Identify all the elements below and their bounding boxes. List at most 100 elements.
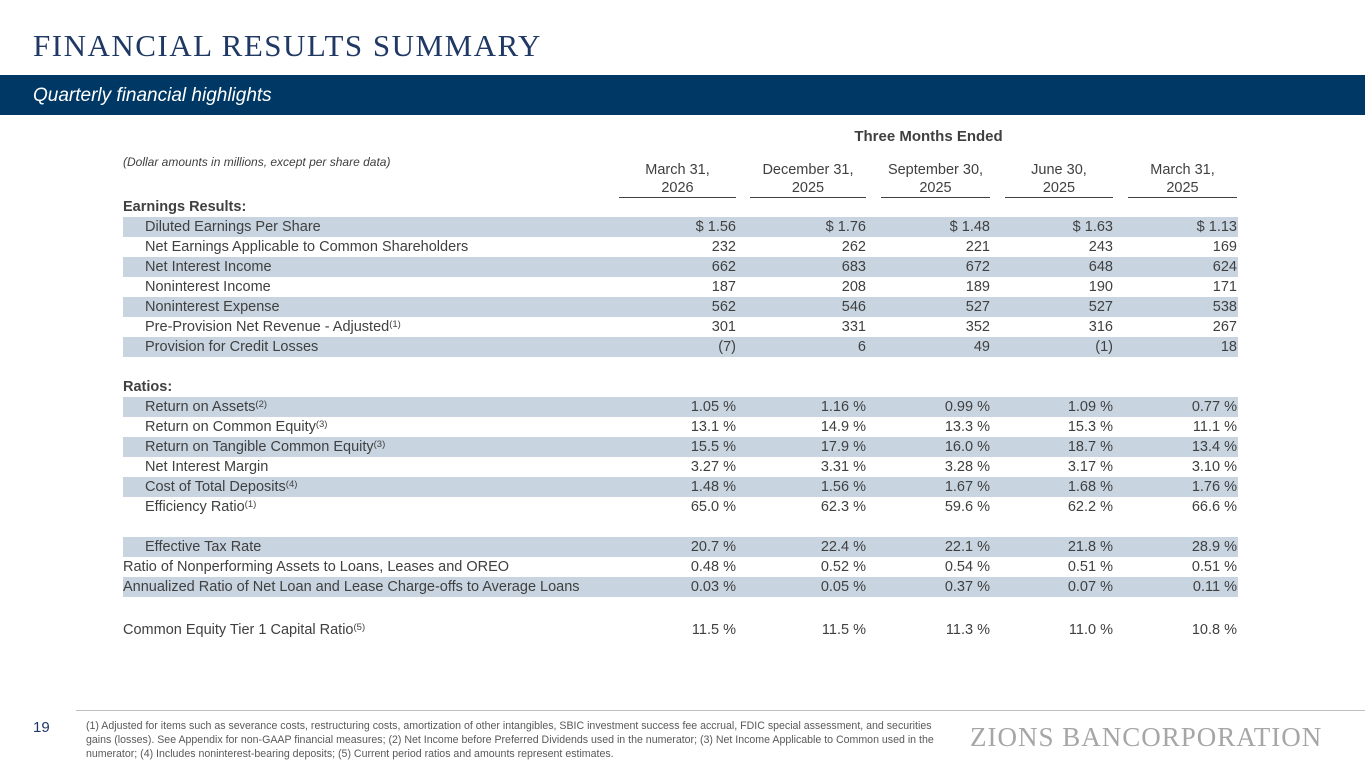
table-cell: 1.56 % <box>820 479 866 495</box>
column-header-line: December 31, <box>762 162 854 178</box>
row-label-text: Annualized Ratio of Net Loan and Lease C… <box>123 579 580 595</box>
row-label: Noninterest Income <box>145 277 271 297</box>
footnote-ref: (1) <box>244 499 257 510</box>
row-label: Noninterest Expense <box>145 297 280 317</box>
table-cell: 14.9 % <box>820 419 866 435</box>
footnote-ref: (3) <box>373 439 386 450</box>
row-label: Earnings Results: <box>123 197 246 217</box>
table-cell: 49 <box>973 339 990 355</box>
row-label: Cost of Total Deposits(4) <box>145 477 297 497</box>
row-label: Diluted Earnings Per Share <box>145 217 321 237</box>
table-cell: 0.51 % <box>1191 559 1237 575</box>
row-label-text: Provision for Credit Losses <box>145 339 319 355</box>
table-cell: 0.52 % <box>820 559 866 575</box>
table-cell: 13.1 % <box>690 419 736 435</box>
row-label-text: Common Equity Tier 1 Capital Ratio <box>123 622 354 638</box>
row-label: Efficiency Ratio(1) <box>145 497 256 517</box>
table-cell: 538 <box>1212 299 1237 315</box>
row-label-text: Effective Tax Rate <box>145 539 262 555</box>
table-cell: 527 <box>965 299 990 315</box>
table-cell: 11.5 % <box>821 622 866 638</box>
table-cell: 169 <box>1212 239 1237 255</box>
row-label-text: Cost of Total Deposits <box>145 479 286 495</box>
column-header: March 31, 2025 <box>1128 161 1237 198</box>
table-cell: 13.3 % <box>944 419 990 435</box>
table-cell: 28.9 % <box>1191 539 1237 555</box>
row-label-text: Return on Assets <box>145 399 256 415</box>
table-cell: 0.54 % <box>944 559 990 575</box>
column-header-line: March 31, <box>1150 162 1215 178</box>
row-label-text: Net Earnings Applicable to Common Shareh… <box>145 239 469 255</box>
row-label-text: Return on Common Equity <box>145 419 316 435</box>
table-cell: 16.0 % <box>944 439 990 455</box>
table-cell: 0.51 % <box>1067 559 1113 575</box>
table-cell: $ 1.48 <box>949 219 990 235</box>
row-label-text: Ratios: <box>123 379 173 395</box>
table-cell: 189 <box>965 279 990 295</box>
table-row: Return on Assets(2) 1.05 % 1.16 % 0.99 % 1.0… <box>123 397 1238 417</box>
table-cell: 21.8 % <box>1067 539 1113 555</box>
table-cell: 0.07 % <box>1067 579 1113 595</box>
table-cell: 267 <box>1212 319 1237 335</box>
table-row: Cost of Total Deposits(4) 1.48 % 1.56 % 1.6… <box>123 477 1238 497</box>
column-header-line: 2025 <box>1166 180 1199 196</box>
table-row: Noninterest Income 187 208 189 190 171 <box>123 277 1238 297</box>
row-label: Effective Tax Rate <box>145 537 261 557</box>
table-cell: 0.05 % <box>820 579 866 595</box>
table-cell: (1) <box>1095 339 1113 355</box>
table-row: Return on Common Equity(3) 13.1 % 14.9 % 13… <box>123 417 1238 437</box>
slide-title: FINANCIAL RESULTS SUMMARY <box>33 28 542 63</box>
table-cell: 0.03 % <box>690 579 736 595</box>
row-label: Net Earnings Applicable to Common Shareh… <box>145 237 468 257</box>
table-cell: 11.1 % <box>1192 419 1237 435</box>
table-cell: 190 <box>1088 279 1113 295</box>
table-cell: 15.3 % <box>1067 419 1113 435</box>
row-label-text: Return on Tangible Common Equity <box>145 439 374 455</box>
table-cell: 331 <box>841 319 866 335</box>
row-label: Ratio of Nonperforming Assets to Loans, … <box>123 557 509 577</box>
row-label-text: Net Interest Income <box>145 259 272 275</box>
row-label: Net Interest Income <box>145 257 272 277</box>
table-cell: 1.48 % <box>690 479 736 495</box>
footnote-ref: (5) <box>353 622 366 633</box>
table-cell: $ 1.56 <box>695 219 736 235</box>
table-cell: 187 <box>711 279 736 295</box>
row-label-text: Net Interest Margin <box>145 459 269 475</box>
column-header: March 31, 2026 <box>619 161 736 198</box>
table-cell: 171 <box>1212 279 1237 295</box>
table-cell: 11.5 % <box>691 622 736 638</box>
page-number: 19 <box>33 719 50 736</box>
footer-rule <box>76 710 1365 711</box>
table-cell: 10.8 % <box>1191 622 1237 638</box>
table-cell: 59.6 % <box>944 499 990 515</box>
column-header-line: 2026 <box>661 180 694 196</box>
row-label-text: Earnings Results: <box>123 199 247 215</box>
column-header-line: March 31, <box>645 162 710 178</box>
table-cell: 3.17 % <box>1067 459 1113 475</box>
table-row: Efficiency Ratio(1) 65.0 % 62.3 % 59.6 % 62.… <box>123 497 1238 517</box>
table-row: Noninterest Expense 562 546 527 527 538 <box>123 297 1238 317</box>
row-label: Common Equity Tier 1 Capital Ratio(5) <box>123 620 365 640</box>
table-cell: 562 <box>711 299 736 315</box>
table-cell: 546 <box>841 299 866 315</box>
table-row: Provision for Credit Losses (7) 6 49 (1) 18 <box>123 337 1238 357</box>
table-cell: 66.6 % <box>1191 499 1237 515</box>
table-cell: 208 <box>841 279 866 295</box>
row-label: Annualized Ratio of Net Loan and Lease C… <box>123 577 580 597</box>
footnote-ref: (1) <box>389 319 401 330</box>
table-cell: 1.09 % <box>1067 399 1113 415</box>
table-row: Net Interest Income 662 683 672 648 624 <box>123 257 1238 277</box>
table-row: Net Earnings Applicable to Common Shareh… <box>123 237 1238 257</box>
table-cell: 0.48 % <box>690 559 736 575</box>
table-row: Earnings Results: <box>123 197 1238 217</box>
table-cell: 221 <box>965 239 990 255</box>
group-header: Three Months Ended <box>854 128 1003 145</box>
row-label-text: Diluted Earnings Per Share <box>145 219 321 235</box>
table-cell: 1.67 % <box>944 479 990 495</box>
table-row: Annualized Ratio of Net Loan and Lease C… <box>123 577 1238 597</box>
row-label-text: Pre-Provision Net Revenue - Adjusted <box>145 319 390 335</box>
table-row: Ratio of Nonperforming Assets to Loans, … <box>123 557 1238 577</box>
table-cell: $ 1.13 <box>1196 219 1237 235</box>
table-cell: 11.3 % <box>945 622 990 638</box>
table-cell: 683 <box>841 259 866 275</box>
